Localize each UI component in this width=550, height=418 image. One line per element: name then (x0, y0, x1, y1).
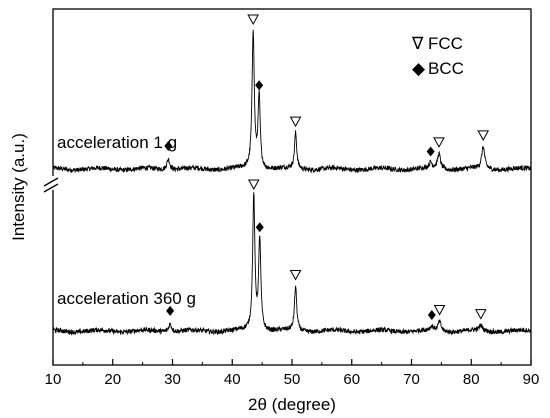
fcc-marker (247, 179, 260, 191)
y-axis-break (43, 176, 59, 193)
x-tick-label: 20 (104, 371, 121, 388)
fcc-marker (433, 305, 446, 316)
trace-series-2 (52, 192, 532, 336)
bcc-marker (166, 305, 175, 316)
x-tick-label: 80 (463, 371, 480, 388)
fcc-marker (289, 116, 302, 128)
fcc-marker (474, 309, 487, 320)
legend-bcc-label: BCC (428, 59, 464, 78)
bcc-marker (426, 146, 435, 157)
fcc-marker (289, 269, 302, 281)
legend-fcc-label: FCC (428, 34, 463, 53)
x-axis-ticks: 10 20 30 40 50 60 70 80 90 (45, 359, 540, 388)
x-axis-title: 2θ (degree) (248, 395, 336, 414)
y-axis-title: Intensity (a.u.) (9, 133, 28, 241)
bcc-marker (255, 80, 264, 91)
bcc-marker (427, 309, 436, 320)
x-tick-label: 50 (284, 371, 301, 388)
fcc-marker (477, 130, 490, 141)
fcc-marker (433, 137, 445, 148)
x-tick-label: 60 (343, 371, 360, 388)
trace-series-1 (52, 29, 532, 174)
x-tick-label: 10 (45, 371, 62, 388)
fcc-marker (247, 14, 260, 26)
legend-bcc-symbol: ◆ (412, 59, 426, 78)
x-tick-label: 40 (224, 371, 241, 388)
peak-marker-group (164, 14, 490, 320)
series-label-1g: acceleration 1 g (57, 133, 177, 152)
trace-group (52, 29, 532, 336)
legend: ∇ FCC ◆ BCC (411, 34, 464, 78)
legend-fcc-symbol: ∇ (411, 34, 424, 53)
bcc-marker (255, 222, 264, 233)
bcc-marker (164, 140, 173, 151)
x-tick-label: 90 (523, 371, 540, 388)
x-tick-label: 30 (164, 371, 181, 388)
x-tick-label: 70 (403, 371, 420, 388)
series-label-360g: acceleration 360 g (57, 289, 196, 308)
